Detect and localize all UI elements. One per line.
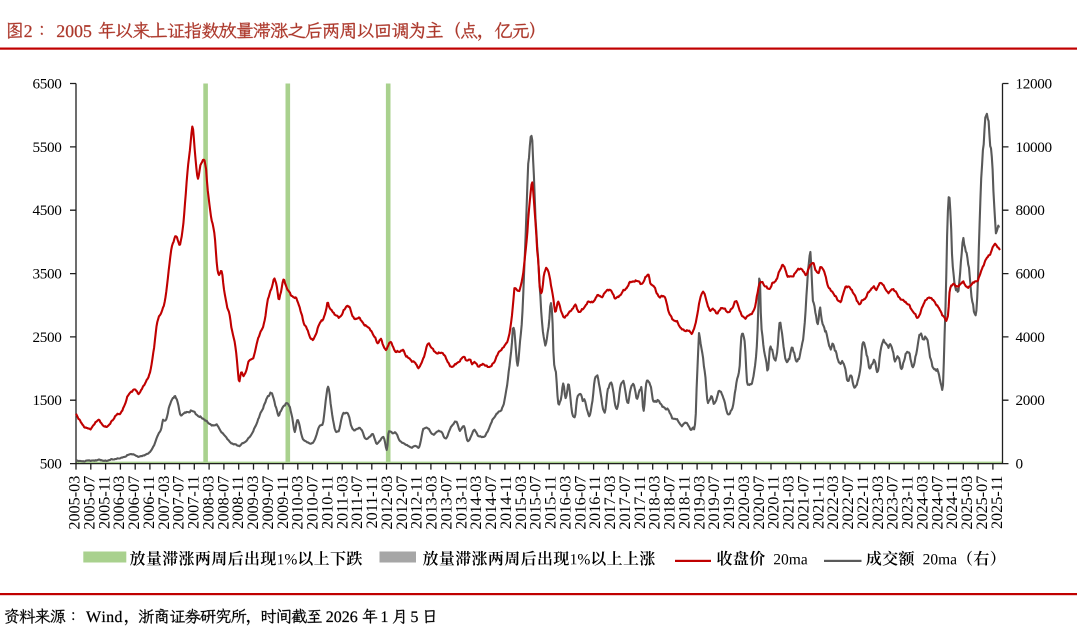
svg-text:500: 500 bbox=[40, 456, 62, 473]
svg-text:5500: 5500 bbox=[33, 139, 63, 156]
svg-text:2025-03: 2025-03 bbox=[958, 476, 976, 530]
svg-text:2020-03: 2020-03 bbox=[735, 476, 753, 530]
svg-text:2017-07: 2017-07 bbox=[616, 476, 634, 530]
svg-text:0: 0 bbox=[1016, 456, 1024, 473]
svg-text:2018-07: 2018-07 bbox=[661, 476, 679, 530]
svg-text:2016-07: 2016-07 bbox=[571, 476, 589, 530]
svg-text:2023-03: 2023-03 bbox=[869, 476, 887, 530]
svg-text:2006-03: 2006-03 bbox=[110, 476, 128, 530]
svg-text:2500: 2500 bbox=[33, 329, 63, 346]
svg-text:2014-03: 2014-03 bbox=[467, 476, 485, 530]
svg-text:2023-07: 2023-07 bbox=[884, 476, 902, 530]
svg-text:8000: 8000 bbox=[1016, 202, 1046, 219]
svg-text:12000: 12000 bbox=[1016, 76, 1053, 93]
svg-text:2012-03: 2012-03 bbox=[378, 476, 396, 530]
svg-text:2024-07: 2024-07 bbox=[928, 476, 946, 530]
svg-text:2007-11: 2007-11 bbox=[185, 476, 203, 529]
svg-text:2022-03: 2022-03 bbox=[824, 476, 842, 530]
svg-text:2018-11: 2018-11 bbox=[676, 476, 694, 529]
svg-text:2013-11: 2013-11 bbox=[452, 476, 470, 529]
svg-text:2019-03: 2019-03 bbox=[690, 476, 708, 530]
svg-text:2019-11: 2019-11 bbox=[720, 476, 738, 529]
svg-text:2008-11: 2008-11 bbox=[229, 476, 247, 529]
svg-text:2009-03: 2009-03 bbox=[244, 476, 262, 530]
svg-text:2007-03: 2007-03 bbox=[155, 476, 173, 530]
svg-text:2022-11: 2022-11 bbox=[854, 476, 872, 529]
svg-text:6500: 6500 bbox=[33, 76, 63, 93]
svg-text:2015-11: 2015-11 bbox=[542, 476, 560, 529]
svg-text:2008-07: 2008-07 bbox=[214, 476, 232, 530]
svg-text:4500: 4500 bbox=[33, 202, 63, 219]
svg-text:2022-07: 2022-07 bbox=[839, 476, 857, 530]
svg-text:2005-03: 2005-03 bbox=[66, 476, 84, 530]
svg-text:2010-07: 2010-07 bbox=[304, 476, 322, 530]
svg-text:2023-11: 2023-11 bbox=[899, 476, 917, 529]
svg-text:6000: 6000 bbox=[1016, 266, 1046, 283]
svg-text:2020-11: 2020-11 bbox=[765, 476, 783, 529]
svg-text:2015-03: 2015-03 bbox=[512, 476, 530, 530]
svg-text:2007-07: 2007-07 bbox=[170, 476, 188, 530]
svg-text:2009-11: 2009-11 bbox=[274, 476, 292, 529]
svg-text:2010-11: 2010-11 bbox=[319, 476, 337, 529]
svg-text:4000: 4000 bbox=[1016, 329, 1046, 346]
svg-text:2012-11: 2012-11 bbox=[408, 476, 426, 529]
svg-text:2000: 2000 bbox=[1016, 392, 1046, 409]
svg-text:2024-11: 2024-11 bbox=[943, 476, 961, 529]
svg-text:2025-11: 2025-11 bbox=[988, 476, 1006, 529]
svg-text:2018-03: 2018-03 bbox=[646, 476, 664, 530]
svg-text:2011-07: 2011-07 bbox=[348, 476, 366, 529]
svg-text:1500: 1500 bbox=[33, 392, 63, 409]
svg-text:2021-11: 2021-11 bbox=[809, 476, 827, 529]
svg-text:3500: 3500 bbox=[33, 266, 63, 283]
svg-text:2017-11: 2017-11 bbox=[631, 476, 649, 529]
svg-text:2025-07: 2025-07 bbox=[973, 476, 991, 530]
svg-text:2015-07: 2015-07 bbox=[527, 476, 545, 530]
svg-text:2021-07: 2021-07 bbox=[795, 476, 813, 530]
svg-text:2017-03: 2017-03 bbox=[601, 476, 619, 530]
svg-text:2013-03: 2013-03 bbox=[423, 476, 441, 530]
svg-text:2021-03: 2021-03 bbox=[780, 476, 798, 530]
svg-text:2011-03: 2011-03 bbox=[333, 476, 351, 529]
svg-text:2005-11: 2005-11 bbox=[95, 476, 113, 529]
svg-text:2006-11: 2006-11 bbox=[140, 476, 158, 529]
svg-text:2009-07: 2009-07 bbox=[259, 476, 277, 530]
svg-text:2024-03: 2024-03 bbox=[914, 476, 932, 530]
svg-text:2005-07: 2005-07 bbox=[81, 476, 99, 530]
svg-text:2016-03: 2016-03 bbox=[557, 476, 575, 530]
svg-text:2014-07: 2014-07 bbox=[482, 476, 500, 530]
svg-text:2006-07: 2006-07 bbox=[125, 476, 143, 530]
svg-text:2008-03: 2008-03 bbox=[200, 476, 218, 530]
svg-text:2014-11: 2014-11 bbox=[497, 476, 515, 529]
svg-text:2013-07: 2013-07 bbox=[438, 476, 456, 530]
svg-text:2020-07: 2020-07 bbox=[750, 476, 768, 530]
svg-text:2012-07: 2012-07 bbox=[393, 476, 411, 530]
svg-text:10000: 10000 bbox=[1016, 139, 1053, 156]
svg-text:2010-03: 2010-03 bbox=[289, 476, 307, 530]
svg-text:2019-07: 2019-07 bbox=[705, 476, 723, 530]
svg-text:2011-11: 2011-11 bbox=[363, 476, 381, 529]
svg-text:2016-11: 2016-11 bbox=[586, 476, 604, 529]
